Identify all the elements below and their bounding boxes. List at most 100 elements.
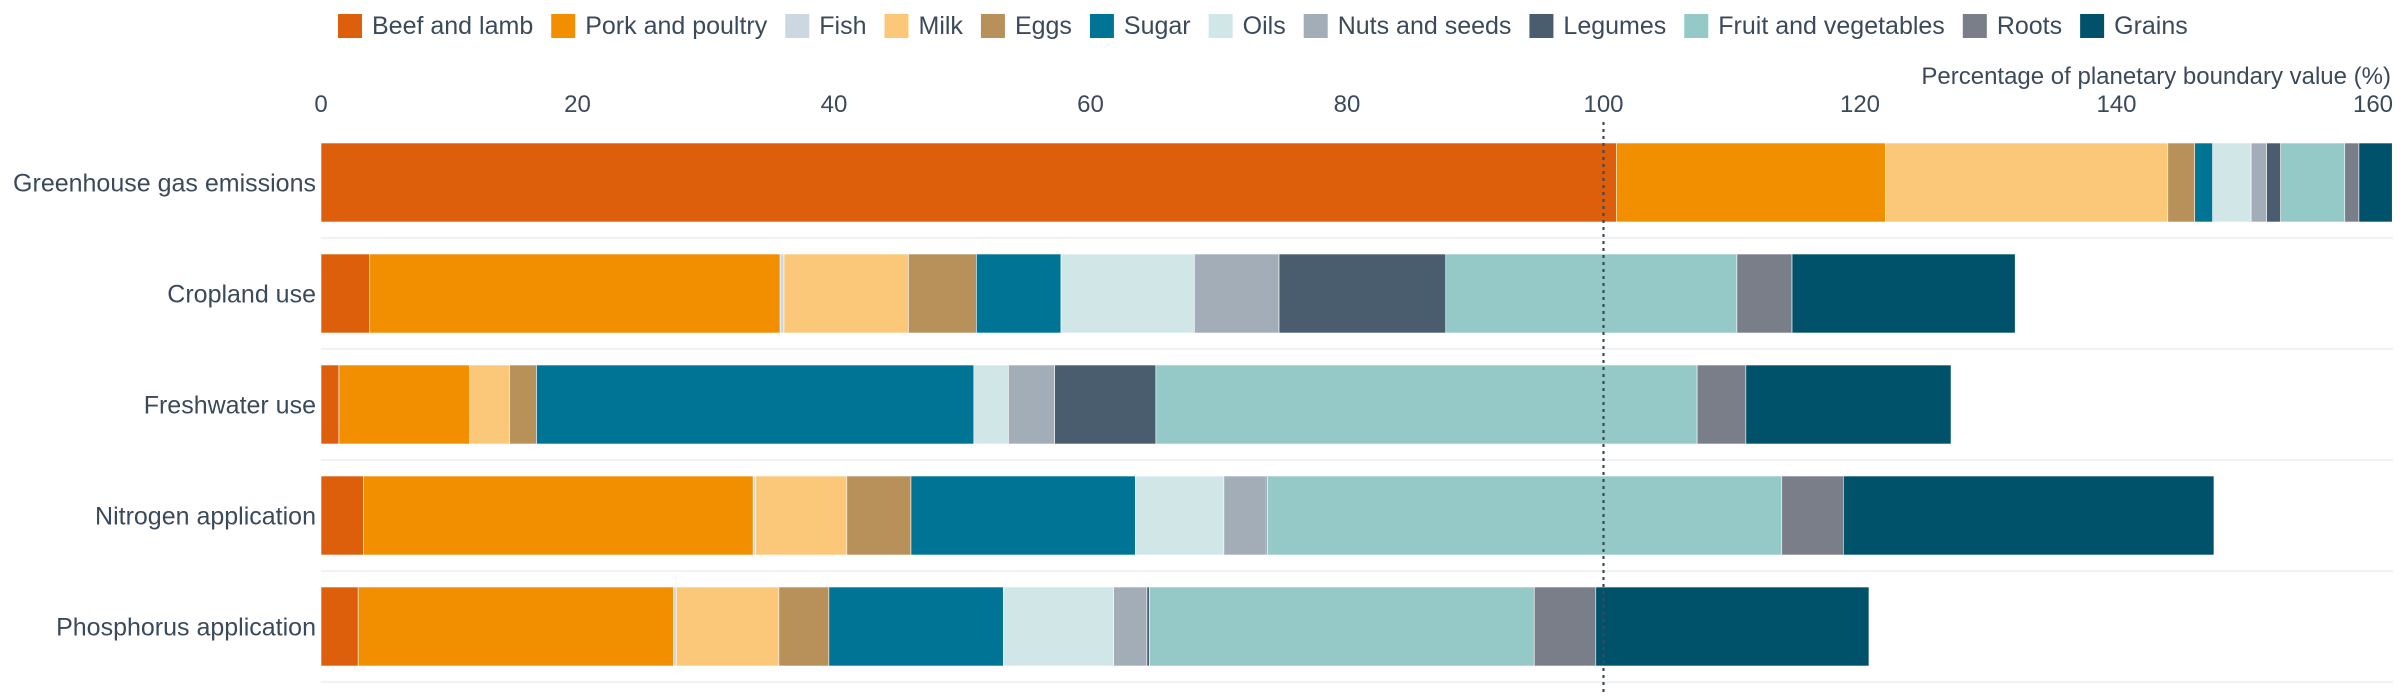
bars: [320, 142, 2393, 667]
bar-segment-beef-and-lamb[interactable]: [320, 364, 340, 445]
bar-segment-milk[interactable]: [783, 253, 909, 334]
legend-item-milk[interactable]: Milk: [884, 12, 964, 40]
bar-segment-oils[interactable]: [1060, 253, 1195, 334]
bar-segment-pork-and-poultry[interactable]: [338, 364, 471, 445]
bar-segment-legumes[interactable]: [1146, 586, 1150, 667]
bar-segment-fruit-and-vegetables[interactable]: [2280, 142, 2346, 223]
bar-segment-fruit-and-vegetables[interactable]: [1155, 364, 1698, 445]
bar-segment-pork-and-poultry[interactable]: [357, 586, 674, 667]
legend-swatch: [1684, 14, 1709, 38]
bar-segment-grains[interactable]: [1745, 364, 1952, 445]
bar-segment-eggs[interactable]: [908, 253, 977, 334]
bar-segment-beef-and-lamb[interactable]: [320, 586, 359, 667]
bar-segment-eggs[interactable]: [846, 475, 912, 556]
legend-swatch: [551, 14, 576, 38]
legend-item-nuts-and-seeds[interactable]: Nuts and seeds: [1303, 12, 1512, 40]
bar-segment-eggs[interactable]: [778, 586, 830, 667]
bar-segment-eggs[interactable]: [509, 364, 537, 445]
bar-segment-roots[interactable]: [1533, 586, 1597, 667]
bar-segment-legumes[interactable]: [1278, 253, 1447, 334]
legend-label: Legumes: [1563, 12, 1666, 40]
bar-segment-fruit-and-vegetables[interactable]: [1267, 475, 1783, 556]
bar-segment-roots[interactable]: [1781, 475, 1844, 556]
bar-segment-pork-and-poultry[interactable]: [363, 475, 754, 556]
bar-segment-oils[interactable]: [973, 364, 1009, 445]
legend-label: Fruit and vegetables: [1718, 12, 1945, 40]
bar-segment-nuts-and-seeds[interactable]: [2250, 142, 2267, 223]
bar-segment-roots[interactable]: [2344, 142, 2360, 223]
legend-item-pork-and-poultry[interactable]: Pork and poultry: [551, 12, 768, 40]
x-tick-label: 0: [314, 91, 327, 118]
bar-segment-milk[interactable]: [675, 586, 780, 667]
legend-item-oils[interactable]: Oils: [1208, 12, 1286, 40]
bar-segment-oils[interactable]: [1002, 586, 1114, 667]
bar-segment-fruit-and-vegetables[interactable]: [1149, 586, 1535, 667]
bar-segment-sugar[interactable]: [536, 364, 975, 445]
bar-segment-beef-and-lamb[interactable]: [320, 253, 371, 334]
legend-swatch: [1962, 14, 1987, 38]
legend-swatch: [884, 14, 909, 38]
bar-segment-roots[interactable]: [1696, 364, 1747, 445]
bar-segment-fruit-and-vegetables[interactable]: [1445, 253, 1738, 334]
category-label: Freshwater use: [144, 392, 316, 420]
bar-segment-milk[interactable]: [755, 475, 848, 556]
legend-item-legumes[interactable]: Legumes: [1529, 12, 1666, 40]
legend-item-eggs[interactable]: Eggs: [980, 12, 1072, 40]
legend-item-roots[interactable]: Roots: [1962, 12, 2062, 40]
x-tick-label: 80: [1334, 91, 1361, 118]
bar-segment-sugar[interactable]: [828, 586, 1004, 667]
x-axis-title: Percentage of planetary boundary value (…: [1921, 63, 2391, 90]
bar-segment-milk[interactable]: [1885, 142, 2169, 223]
bar-segment-fish[interactable]: [673, 586, 677, 667]
legend-item-fish[interactable]: Fish: [785, 12, 867, 40]
legend-item-grains[interactable]: Grains: [2080, 12, 2188, 40]
legend-label: Milk: [919, 12, 964, 40]
legend-swatch: [1089, 14, 1114, 38]
bar-segment-eggs[interactable]: [2167, 142, 2196, 223]
bar-segment-sugar[interactable]: [976, 253, 1062, 334]
legend-item-sugar[interactable]: Sugar: [1089, 12, 1191, 40]
legend: Beef and lamb Pork and poultry Fish Milk Egg…: [338, 12, 2188, 40]
row-gridlines: [321, 237, 2393, 683]
bar-segment-oils[interactable]: [2212, 142, 2252, 223]
bar-segment-nuts-and-seeds[interactable]: [1113, 586, 1148, 667]
bar-segment-sugar[interactable]: [910, 475, 1136, 556]
category-labels: Greenhouse gas emissions Cropland use Fres…: [13, 170, 316, 642]
legend-swatch: [980, 14, 1005, 38]
x-tick-label: 60: [1077, 91, 1104, 118]
bar-segment-oils[interactable]: [1135, 475, 1225, 556]
legend-swatch: [1529, 14, 1554, 38]
bar-segment-nuts-and-seeds[interactable]: [1008, 364, 1055, 445]
bar-segment-roots[interactable]: [1736, 253, 1793, 334]
x-tick-label: 100: [1583, 91, 1623, 118]
x-tick-label: 20: [564, 91, 591, 118]
category-label: Cropland use: [167, 281, 316, 309]
category-label: Greenhouse gas emissions: [13, 170, 316, 198]
bar-row-nitrogen-application: [320, 475, 2215, 556]
bar-segment-milk[interactable]: [469, 364, 510, 445]
bar-segment-fish[interactable]: [779, 253, 785, 334]
bar-row-cropland-use: [320, 253, 2016, 334]
bar-segment-beef-and-lamb[interactable]: [320, 475, 364, 556]
legend-label: Nuts and seeds: [1338, 12, 1512, 40]
bar-segment-grains[interactable]: [1791, 253, 2016, 334]
legend-swatch: [785, 14, 810, 38]
bar-segment-fish[interactable]: [752, 475, 757, 556]
bar-segment-grains[interactable]: [1843, 475, 2215, 556]
legend-label: Grains: [2114, 12, 2188, 40]
legend-label: Oils: [1243, 12, 1286, 40]
bar-segment-legumes[interactable]: [1054, 364, 1157, 445]
bar-segment-pork-and-poultry[interactable]: [369, 253, 781, 334]
legend-item-beef-and-lamb[interactable]: Beef and lamb: [338, 12, 533, 40]
bar-segment-pork-and-poultry[interactable]: [1616, 142, 1886, 223]
legend-label: Beef and lamb: [372, 12, 533, 40]
legend-item-fruit-and-vegetables[interactable]: Fruit and vegetables: [1684, 12, 1945, 40]
legend-swatch: [1303, 14, 1328, 38]
bar-segment-legumes[interactable]: [2266, 142, 2281, 223]
bar-segment-beef-and-lamb[interactable]: [320, 142, 1617, 223]
bar-segment-nuts-and-seeds[interactable]: [1223, 475, 1267, 556]
bar-segment-nuts-and-seeds[interactable]: [1194, 253, 1280, 334]
bar-segment-grains[interactable]: [2358, 142, 2393, 223]
bar-segment-grains[interactable]: [1595, 586, 1870, 667]
bar-segment-sugar[interactable]: [2194, 142, 2213, 223]
